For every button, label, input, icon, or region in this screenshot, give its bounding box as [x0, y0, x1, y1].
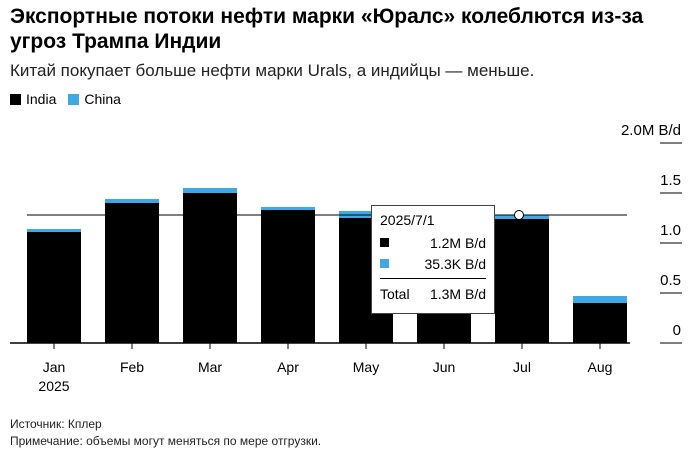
legend: India China: [10, 91, 121, 107]
y-tick-label: 1.5: [660, 172, 681, 189]
bar-india-jul: [495, 219, 549, 343]
tooltip-china-swatch: [380, 259, 389, 268]
tooltip-india-swatch: [380, 238, 389, 247]
legend-india: India: [10, 91, 56, 107]
tooltip: 2025/7/1 1.2M B/d 35.3K B/d Total 1.3M B/…: [371, 205, 495, 314]
x-year-label: 2025: [38, 378, 69, 394]
x-tick-label: Jul: [513, 359, 531, 375]
bar-china-apr: [261, 207, 315, 210]
x-tick-label: May: [353, 359, 379, 375]
bar-india-apr: [261, 210, 315, 343]
x-tick-label: Aug: [588, 359, 613, 375]
y-tick-label: 1.0: [660, 222, 681, 239]
bar-india-aug: [573, 303, 627, 343]
y-tick-label: 0.5: [660, 272, 681, 289]
bar-india-mar: [183, 193, 237, 343]
hover-marker: [514, 210, 524, 220]
footnote: Примечание: объемы могут меняться по мер…: [10, 434, 322, 448]
tooltip-date: 2025/7/1: [380, 212, 435, 228]
bar-china-mar: [183, 188, 237, 193]
y-tick-label: 2.0M B/d: [621, 122, 681, 139]
legend-swatch-china: [68, 94, 80, 105]
tooltip-total-label: Total: [380, 285, 410, 302]
x-tick-label: Jan: [43, 359, 66, 375]
legend-china: China: [68, 91, 121, 107]
x-tick-label: Feb: [120, 359, 144, 375]
bar-india-feb: [105, 203, 159, 343]
x-tick-label: Mar: [198, 359, 222, 375]
bar-china-feb: [105, 199, 159, 203]
tooltip-india-value: 1.2M B/d: [429, 234, 486, 251]
legend-swatch-india: [10, 94, 21, 105]
bar-china-aug: [573, 296, 627, 303]
chart-subtitle: Китай покупает больше нефти марки Urals,…: [10, 61, 535, 80]
chart-title: Экспортные потоки нефти марки «Юралс» ко…: [10, 5, 644, 53]
x-tick-label: Jun: [433, 359, 456, 375]
y-tick-label: 0: [673, 322, 681, 339]
bar-china-jan: [27, 229, 81, 232]
source-note: Источник: Кплер: [10, 417, 102, 431]
tooltip-total-value: 1.3M B/d: [429, 285, 486, 302]
tooltip-china-value: 35.3K B/d: [424, 255, 487, 272]
bar-india-jan: [27, 232, 81, 343]
x-tick-label: Apr: [277, 359, 299, 375]
